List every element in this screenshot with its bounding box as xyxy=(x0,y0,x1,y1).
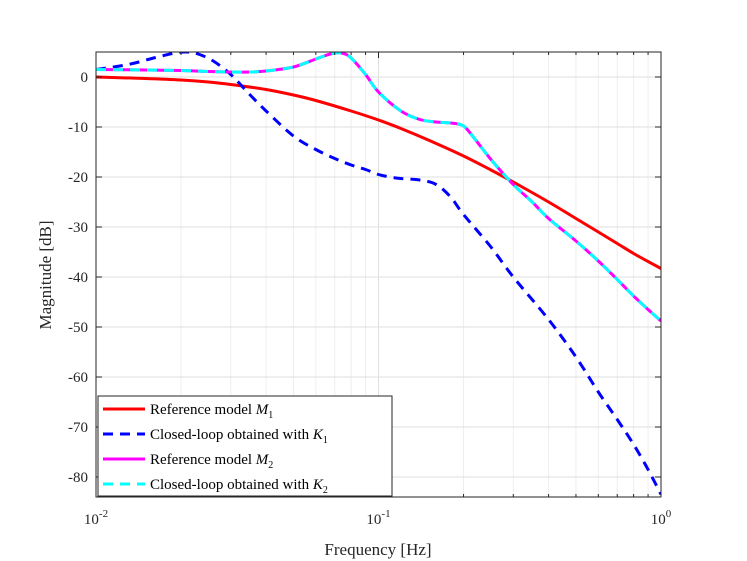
y-tick-label: -80 xyxy=(68,470,88,486)
data-series xyxy=(96,52,661,496)
y-tick-label: -60 xyxy=(68,370,88,386)
legend-label-4: Closed-loop obtained with K2 xyxy=(150,477,328,496)
y-axis-label: Magnitude [dB] xyxy=(36,220,55,329)
x-tick-label: 10-1 xyxy=(366,508,390,528)
y-tick-label: -70 xyxy=(68,420,88,436)
legend-label-2: Closed-loop obtained with K1 xyxy=(150,427,328,446)
legend: Reference model M1 Closed-loop obtained w… xyxy=(97,395,393,497)
series-line-1 xyxy=(96,75,661,270)
y-tick-label: -20 xyxy=(68,170,88,186)
y-tick-label: 0 xyxy=(81,70,89,86)
series-line-4 xyxy=(96,52,661,323)
y-tick-label: -40 xyxy=(68,270,88,286)
x-axis-label: Frequency [Hz] xyxy=(324,540,431,559)
x-tick-label: 100 xyxy=(651,508,672,528)
series-line-2 xyxy=(96,52,661,496)
y-tick-label: -10 xyxy=(68,120,88,136)
y-tick-label: -30 xyxy=(68,220,88,236)
y-tick-label: -50 xyxy=(68,320,88,336)
legend-label-3: Reference model M2 xyxy=(150,452,273,471)
legend-box xyxy=(97,395,393,497)
legend-label-1: Reference model M1 xyxy=(150,402,273,421)
tick-labels: 10-2 10-1 100 0 -10 -20 -30 -40 -50 -60 -70 -80 xyxy=(68,70,672,528)
x-tick-label: 10-2 xyxy=(84,508,108,528)
